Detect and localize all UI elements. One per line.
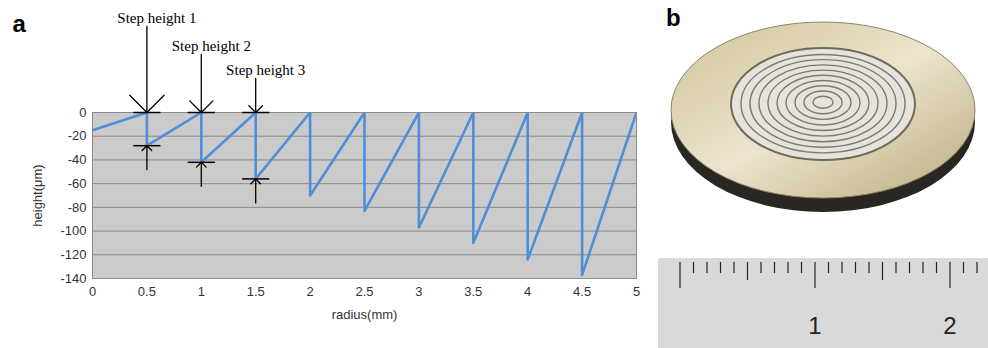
svg-text:1: 1 [198, 284, 205, 299]
svg-text:4.5: 4.5 [573, 284, 591, 299]
svg-text:Step height 1: Step height 1 [117, 10, 196, 26]
svg-text:2: 2 [306, 284, 313, 299]
svg-text:1.5: 1.5 [247, 284, 265, 299]
svg-text:-120: -120 [60, 247, 86, 262]
svg-text:-40: -40 [68, 152, 87, 167]
svg-text:-100: -100 [60, 223, 86, 238]
svg-text:3: 3 [415, 284, 422, 299]
svg-text:a: a [13, 10, 27, 37]
svg-text:3.5: 3.5 [464, 284, 482, 299]
svg-text:2: 2 [943, 312, 956, 339]
svg-text:height(μm): height(μm) [30, 164, 45, 226]
svg-text:0.5: 0.5 [138, 284, 156, 299]
svg-text:0: 0 [79, 105, 86, 120]
svg-text:1: 1 [808, 312, 821, 339]
svg-text:-60: -60 [68, 176, 87, 191]
svg-text:0: 0 [89, 284, 96, 299]
svg-text:2.5: 2.5 [355, 284, 373, 299]
svg-text:5: 5 [633, 284, 640, 299]
svg-text:Step height 2: Step height 2 [172, 38, 251, 54]
svg-text:-140: -140 [60, 271, 86, 286]
svg-text:radius(mm): radius(mm) [332, 307, 398, 322]
svg-text:4: 4 [524, 284, 531, 299]
svg-text:-80: -80 [68, 200, 87, 215]
svg-text:-20: -20 [68, 128, 87, 143]
svg-text:Step height 3: Step height 3 [226, 62, 305, 78]
svg-text:b: b [666, 4, 681, 31]
